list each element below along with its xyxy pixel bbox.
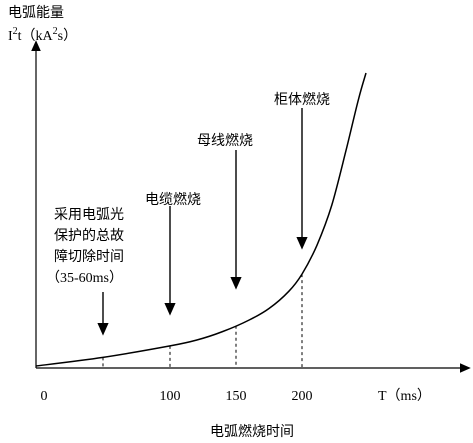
- x-axis-label: 电弧燃烧时间: [210, 423, 294, 440]
- event-label: 保护的总故: [54, 228, 124, 244]
- x-axis-unit-label: T（ms）: [378, 388, 431, 404]
- event-label: （35-60ms）: [46, 270, 123, 286]
- x-tick-label: 200: [292, 389, 313, 404]
- event-label: 母线燃烧: [197, 132, 253, 149]
- event-label: 障切除时间: [54, 249, 124, 265]
- y-axis-label-line2: I2t（kA2s）: [8, 26, 77, 44]
- x-tick-label: 0: [41, 389, 48, 404]
- event-label: 柜体燃烧: [274, 91, 330, 108]
- x-tick-label: 150: [226, 389, 247, 404]
- y-axis-label-line1: 电弧能量: [8, 5, 64, 21]
- event-label: 电缆燃烧: [145, 191, 201, 208]
- x-tick-label: 100: [160, 389, 181, 404]
- event-label: 采用电弧光: [54, 207, 124, 223]
